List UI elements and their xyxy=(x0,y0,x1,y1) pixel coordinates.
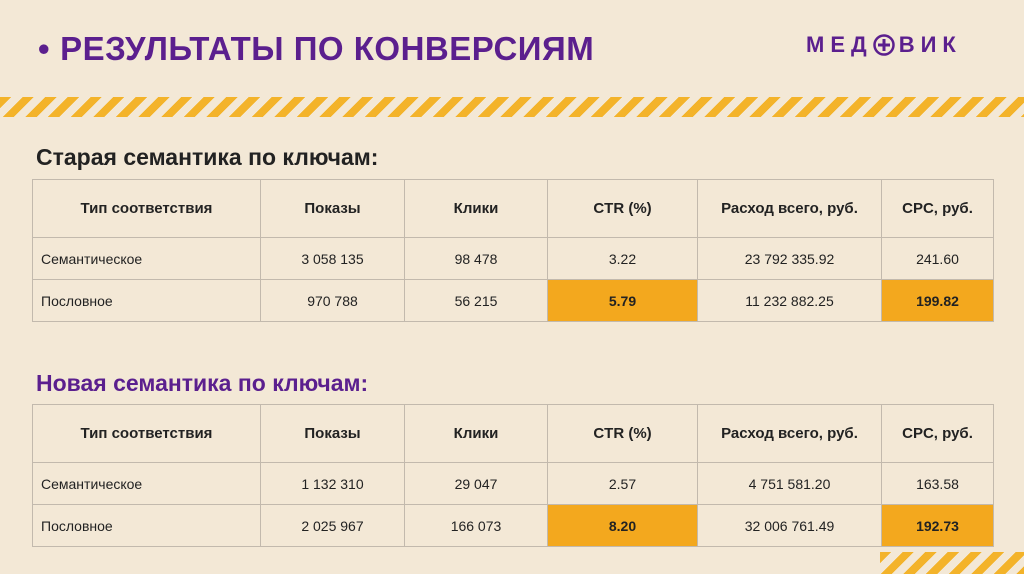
cell-match-type: Семантическое xyxy=(32,462,261,505)
cell-impressions: 2 025 967 xyxy=(260,504,405,547)
cell-cpc-highlighted: 192.73 xyxy=(881,504,994,547)
new-semantics-title: Новая семантика по ключам: xyxy=(36,370,369,396)
cell-ctr: 2.57 xyxy=(547,462,698,505)
old-semantics-title: Старая семантика по ключам: xyxy=(36,144,379,170)
medical-cross-icon xyxy=(872,34,895,56)
cell-clicks: 29 047 xyxy=(404,462,548,505)
page-title: • РЕЗУЛЬТАТЫ ПО КОНВЕРСИЯМ xyxy=(38,30,594,68)
decorative-stripe-corner xyxy=(880,552,1024,574)
logo-text-left: МЕД xyxy=(806,32,873,57)
cell-match-type: Пословное xyxy=(32,279,261,322)
cell-cpc-highlighted: 199.82 xyxy=(881,279,994,322)
cell-spend: 23 792 335.92 xyxy=(697,237,882,280)
cell-spend: 32 006 761.49 xyxy=(697,504,882,547)
col-header-spend: Расход всего, руб. xyxy=(697,404,882,463)
cell-clicks: 98 478 xyxy=(404,237,548,280)
cell-spend: 4 751 581.20 xyxy=(697,462,882,505)
col-header-match-type: Тип соответствия xyxy=(32,179,261,238)
logo-text-right: ВИК xyxy=(898,32,962,57)
cell-impressions: 1 132 310 xyxy=(260,462,405,505)
cell-cpc: 241.60 xyxy=(881,237,994,280)
col-header-impressions: Показы xyxy=(260,179,405,238)
col-header-ctr: CTR (%) xyxy=(547,179,698,238)
table-row: Семантическое 3 058 135 98 478 3.22 23 7… xyxy=(32,237,994,280)
cell-impressions: 3 058 135 xyxy=(260,237,405,280)
col-header-spend: Расход всего, руб. xyxy=(697,179,882,238)
old-semantics-table: Тип соответствия Показы Клики CTR (%) Ра… xyxy=(32,179,994,322)
logo: МЕД ВИК xyxy=(806,32,962,58)
col-header-clicks: Клики xyxy=(404,179,548,238)
col-header-clicks: Клики xyxy=(404,404,548,463)
cell-ctr-highlighted: 8.20 xyxy=(547,504,698,547)
cell-impressions: 970 788 xyxy=(260,279,405,322)
cell-match-type: Семантическое xyxy=(32,237,261,280)
col-header-cpc: CPC, руб. xyxy=(881,404,994,463)
cell-ctr: 3.22 xyxy=(547,237,698,280)
col-header-match-type: Тип соответствия xyxy=(32,404,261,463)
title-text: РЕЗУЛЬТАТЫ ПО КОНВЕРСИЯМ xyxy=(60,30,595,67)
table-header-row: Тип соответствия Показы Клики CTR (%) Ра… xyxy=(32,179,994,238)
col-header-ctr: CTR (%) xyxy=(547,404,698,463)
table-row: Пословное 970 788 56 215 5.79 11 232 882… xyxy=(32,279,994,322)
table-row: Семантическое 1 132 310 29 047 2.57 4 75… xyxy=(32,462,994,505)
title-bullet: • xyxy=(38,30,51,67)
decorative-stripe xyxy=(0,97,1024,117)
cell-ctr-highlighted: 5.79 xyxy=(547,279,698,322)
col-header-cpc: CPC, руб. xyxy=(881,179,994,238)
table-row: Пословное 2 025 967 166 073 8.20 32 006 … xyxy=(32,504,994,547)
table-header-row: Тип соответствия Показы Клики CTR (%) Ра… xyxy=(32,404,994,463)
cell-match-type: Пословное xyxy=(32,504,261,547)
cell-clicks: 56 215 xyxy=(404,279,548,322)
col-header-impressions: Показы xyxy=(260,404,405,463)
cell-spend: 11 232 882.25 xyxy=(697,279,882,322)
cell-cpc: 163.58 xyxy=(881,462,994,505)
new-semantics-table: Тип соответствия Показы Клики CTR (%) Ра… xyxy=(32,404,994,547)
cell-clicks: 166 073 xyxy=(404,504,548,547)
